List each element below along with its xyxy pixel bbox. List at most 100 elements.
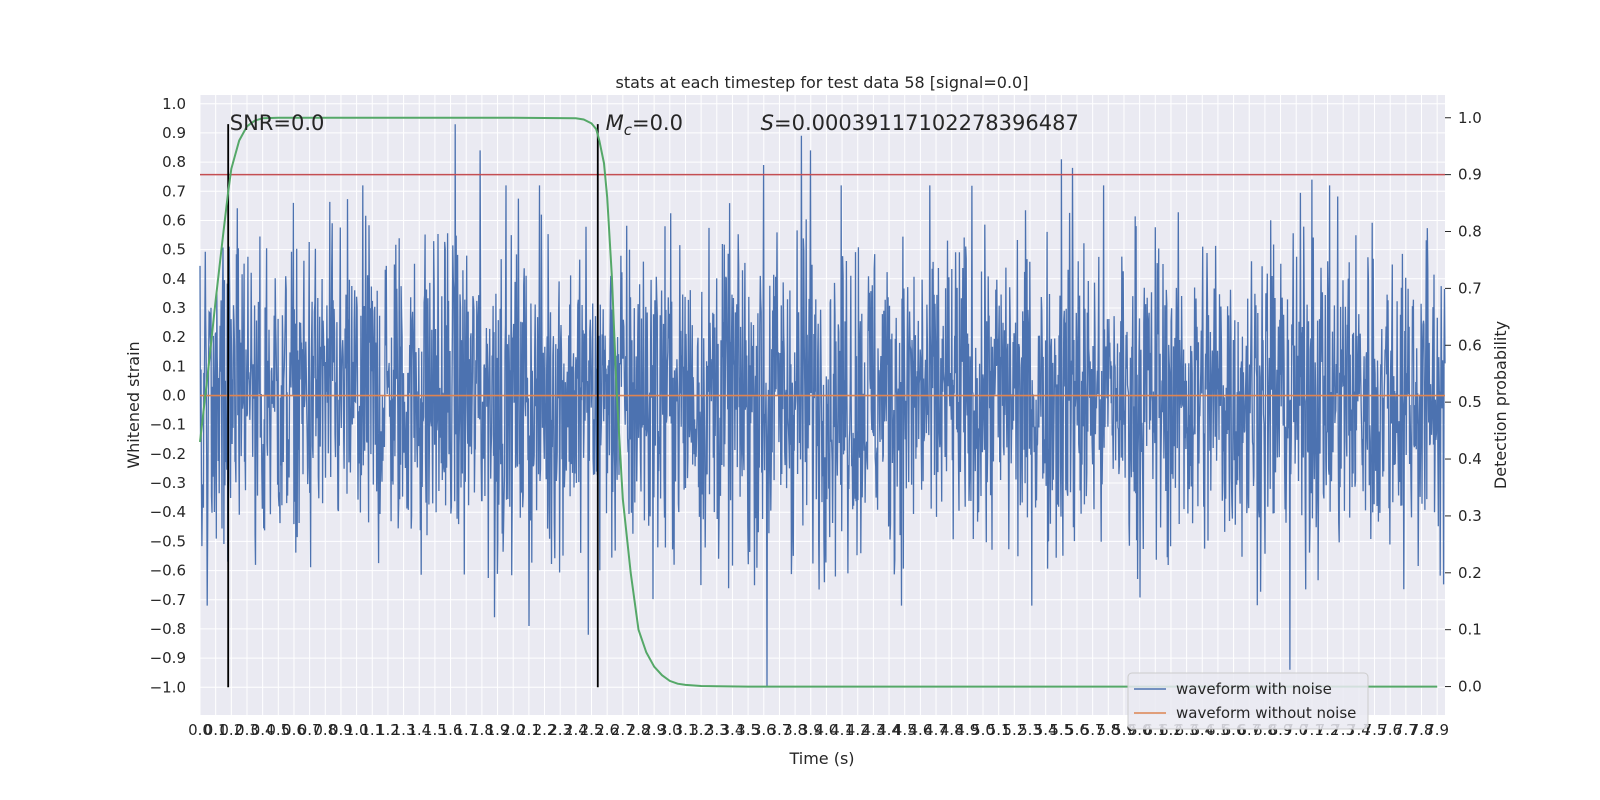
- x-tick-label: 3.5: [736, 721, 760, 739]
- x-tick-label: 4.2: [846, 721, 870, 739]
- x-tick-label: 2.0: [501, 721, 525, 739]
- y-right-axis-label: Detection probability: [1491, 321, 1510, 489]
- x-tick-label: 1.7: [454, 721, 478, 739]
- y-tick-label: −0.9: [150, 649, 186, 667]
- x-tick-label: 5.1: [987, 721, 1011, 739]
- x-tick-label: 0.9: [329, 721, 353, 739]
- y-right-tick-labels: 1.0 0.9 0.8 0.7 0.6 0.5 0.4 0.3 0.2 0.1 0.0: [1445, 109, 1482, 696]
- x-tick-label: 4.3: [861, 721, 885, 739]
- waveform-with-noise-line: [199, 124, 1446, 688]
- x-tick-label: 5.0: [971, 721, 995, 739]
- x-tick-label: 1.6: [439, 721, 463, 739]
- x-tick-label: 5.3: [1018, 721, 1042, 739]
- x-tick-label: 1.1: [360, 721, 384, 739]
- y-tick-label: 0.0: [162, 387, 186, 405]
- x-tick-label: 0.7: [298, 721, 322, 739]
- x-tick-label: 5.8: [1096, 721, 1120, 739]
- x-tick-label: 2.3: [548, 721, 572, 739]
- x-tick-label: 4.5: [893, 721, 917, 739]
- detection-probability-line: [199, 116, 1438, 688]
- x-tick-label: 4.1: [830, 721, 854, 739]
- y-tick-label: 0.8: [162, 153, 186, 171]
- x-tick-label: 2.6: [595, 721, 619, 739]
- x-tick-label: 4.0: [814, 721, 838, 739]
- y-tick-label: −0.6: [150, 562, 186, 580]
- x-tick-label: 1.2: [376, 721, 400, 739]
- x-tick-label: 3.1: [674, 721, 698, 739]
- x-tick-label: 4.9: [955, 721, 979, 739]
- y-right-tick-label: 0.9: [1458, 166, 1482, 184]
- y-tick-label: 1.0: [162, 95, 186, 113]
- x-tick-label: 0.0: [188, 721, 212, 739]
- x-tick-label: 3.8: [783, 721, 807, 739]
- y-right-tick-label: 0.6: [1458, 336, 1482, 354]
- y-tick-label: 0.5: [162, 241, 186, 259]
- x-tick-label: 4.8: [940, 721, 964, 739]
- x-tick-label: 0.6: [282, 721, 306, 739]
- x-tick-label: 2.1: [517, 721, 541, 739]
- x-tick-label: 3.3: [705, 721, 729, 739]
- y-tick-label: 0.1: [162, 357, 186, 375]
- x-tick-label: 0.8: [313, 721, 337, 739]
- y-tick-label: −0.8: [150, 620, 186, 638]
- y-tick-label: −0.3: [150, 474, 186, 492]
- x-tick-label: 1.3: [392, 721, 416, 739]
- x-tick-label: 2.5: [580, 721, 604, 739]
- x-tick-label: 2.4: [564, 721, 588, 739]
- y-tick-label: 0.6: [162, 211, 186, 229]
- x-tick-label: 3.9: [799, 721, 823, 739]
- y-tick-label: 0.3: [162, 299, 186, 317]
- x-tick-label: 4.4: [877, 721, 901, 739]
- legend-label: waveform without noise: [1176, 704, 1356, 722]
- y-right-tick-label: 0.5: [1458, 393, 1482, 411]
- y-tick-label: −1.0: [150, 678, 186, 696]
- chart-title: stats at each timestep for test data 58 …: [616, 73, 1029, 92]
- x-tick-label: 3.4: [721, 721, 745, 739]
- y-tick-label: −0.5: [150, 532, 186, 550]
- annotation-label: SNR=0.0: [230, 111, 325, 135]
- x-tick-label: 7.5: [1363, 721, 1387, 739]
- x-tick-label: 3.7: [768, 721, 792, 739]
- x-tick-label: 4.6: [908, 721, 932, 739]
- x-tick-label: 1.4: [407, 721, 431, 739]
- waveform-with-noise-series: [199, 124, 1446, 688]
- x-tick-label: 5.4: [1034, 721, 1058, 739]
- x-tick-label: 2.9: [642, 721, 666, 739]
- x-tick-label: 1.5: [423, 721, 447, 739]
- x-tick-label: 1.0: [345, 721, 369, 739]
- y-right-tick-label: 0.1: [1458, 621, 1482, 639]
- x-tick-label: 0.3: [235, 721, 259, 739]
- y-right-tick-label: 0.7: [1458, 279, 1482, 297]
- x-tick-label: 0.2: [219, 721, 243, 739]
- x-tick-label: 7.7: [1394, 721, 1418, 739]
- x-tick-label: 2.8: [627, 721, 651, 739]
- y-tick-label: 0.9: [162, 124, 186, 142]
- x-tick-label: 1.9: [486, 721, 510, 739]
- y-tick-label: −0.1: [150, 416, 186, 434]
- y-tick-labels: 1.0 0.9 0.8 0.7 0.6 0.5 0.4 0.3 0.2 0.1 0.0 −0.1 −0.…: [150, 95, 186, 697]
- x-tick-label: 1.8: [470, 721, 494, 739]
- x-tick-label: 2.7: [611, 721, 635, 739]
- x-tick-label: 3.6: [752, 721, 776, 739]
- y-tick-label: 0.2: [162, 328, 186, 346]
- x-tick-label: 7.8: [1410, 721, 1434, 739]
- x-tick-label: 5.7: [1081, 721, 1105, 739]
- y-right-tick-label: 0.4: [1458, 450, 1482, 468]
- x-tick-label: 3.2: [689, 721, 713, 739]
- x-axis-label: Time (s): [788, 749, 854, 768]
- annotation-label: S=0.00039117102278396487: [761, 111, 1079, 135]
- x-tick-label: 5.5: [1049, 721, 1073, 739]
- y-tick-label: −0.4: [150, 503, 186, 521]
- legend: waveform with noise waveform without nois…: [1127, 672, 1369, 730]
- y-right-tick-label: 1.0: [1458, 109, 1482, 127]
- x-tick-label: 4.7: [924, 721, 948, 739]
- x-tick-label: 3.0: [658, 721, 682, 739]
- annotation-label: Mc=0.0: [606, 111, 683, 139]
- y-tick-label: 0.7: [162, 182, 186, 200]
- y-tick-label: −0.2: [150, 445, 186, 463]
- x-tick-label: 5.2: [1002, 721, 1026, 739]
- y-axis-label: Whitened strain: [124, 341, 143, 468]
- x-tick-label: 2.2: [533, 721, 557, 739]
- x-tick-label: 5.6: [1065, 721, 1089, 739]
- y-right-tick-label: 0.8: [1458, 223, 1482, 241]
